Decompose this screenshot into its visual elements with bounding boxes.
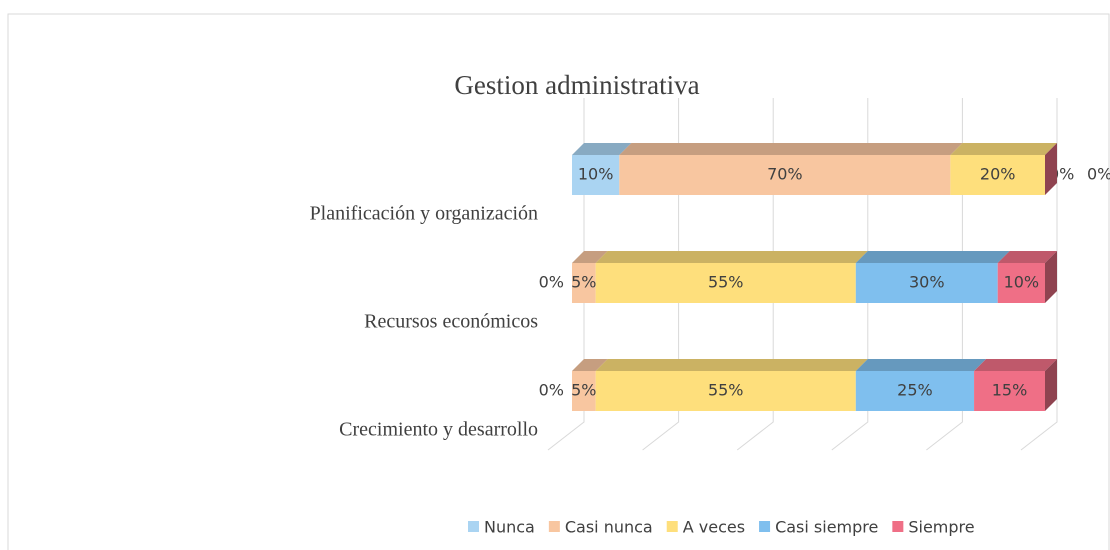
bar-side <box>1045 251 1057 303</box>
bar-top <box>572 143 632 155</box>
bar-segment <box>572 155 620 195</box>
bar-top <box>974 359 1057 371</box>
legend-swatch <box>892 521 904 532</box>
value-label: 0% <box>539 273 564 292</box>
legend-swatch <box>759 521 771 532</box>
bar-top <box>997 251 1057 263</box>
legend-swatch <box>468 521 479 532</box>
legend-label: Nunca <box>484 518 535 537</box>
value-label: 55% <box>708 273 744 292</box>
bar-top <box>572 359 608 371</box>
bar-side <box>1045 143 1057 195</box>
legend-swatch <box>666 521 678 532</box>
bar-segment <box>997 263 1045 303</box>
bar-top <box>595 251 868 263</box>
value-label: 5% <box>571 381 596 400</box>
category-label: Crecimiento y desarrollo <box>339 419 538 441</box>
chart-title: Gestion administrativa <box>454 70 699 100</box>
bar-segment <box>950 155 1045 195</box>
value-label: 70% <box>767 165 803 184</box>
value-label: 10% <box>578 165 614 184</box>
bar-top <box>950 143 1057 155</box>
value-label: 10% <box>1004 273 1040 292</box>
bar-segment <box>855 371 975 411</box>
grid-line <box>642 98 680 451</box>
bar-segment <box>595 263 856 303</box>
category-label: Planificación y organización <box>310 203 538 225</box>
value-label: 0% <box>539 381 564 400</box>
bar-side <box>1045 359 1057 411</box>
value-label: 5% <box>571 273 596 292</box>
value-label: 30% <box>909 273 945 292</box>
bar-segment <box>572 371 596 411</box>
grid-line <box>736 98 774 451</box>
bar-top <box>619 143 963 155</box>
legend-label: Siempre <box>908 518 974 537</box>
legend-label: Casi nunca <box>565 518 653 537</box>
bar-segment <box>855 263 998 303</box>
value-label: 25% <box>897 381 933 400</box>
bar-top <box>572 251 608 263</box>
grid-line <box>1020 98 1058 451</box>
legend-swatch <box>548 521 560 532</box>
bar-segment <box>974 371 1045 411</box>
category-label: Recursos económicos <box>364 311 538 333</box>
value-label: 20% <box>980 165 1016 184</box>
value-label: 55% <box>708 381 744 400</box>
grid-line <box>926 98 963 451</box>
grid-line <box>547 98 585 451</box>
value-label: 15% <box>992 381 1028 400</box>
grid-line <box>831 98 869 451</box>
bar-top <box>855 359 987 371</box>
bar-top <box>855 251 1010 263</box>
value-label: 0% <box>1087 165 1110 184</box>
legend-label: Casi siempre <box>775 518 878 537</box>
bar-top <box>595 359 868 371</box>
bar-segment <box>595 371 856 411</box>
bar-segment <box>572 263 596 303</box>
legend-label: A veces <box>683 518 745 537</box>
bar-segment <box>619 155 951 195</box>
